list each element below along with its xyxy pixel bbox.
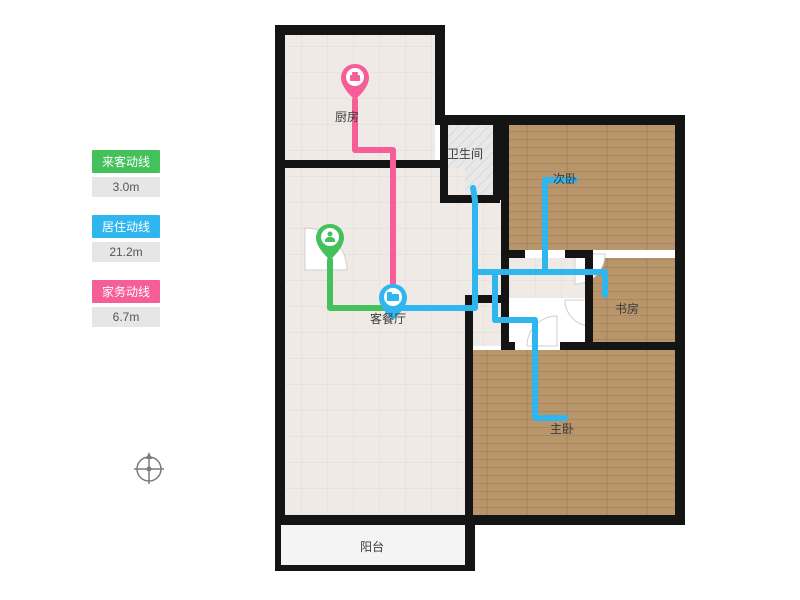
- room-label-bathroom: 卫生间: [447, 145, 483, 162]
- legend-label-guest: 来客动线: [92, 150, 160, 173]
- wall: [475, 515, 685, 525]
- wall: [465, 515, 475, 565]
- wall: [440, 195, 500, 203]
- legend-item-chores: 家务动线 6.7m: [92, 280, 182, 327]
- wall: [493, 120, 501, 200]
- wall: [275, 515, 475, 525]
- wall: [275, 565, 475, 571]
- wall: [465, 295, 473, 520]
- room-kitchen: [285, 35, 435, 160]
- wall: [275, 25, 445, 35]
- room-label-living: 客餐厅: [370, 310, 406, 327]
- wall: [435, 25, 445, 120]
- room-label-bedroom2: 次卧: [553, 170, 577, 187]
- room-label-bedroom1: 主卧: [550, 420, 574, 437]
- legend-value-guest: 3.0m: [92, 177, 160, 197]
- wall: [435, 115, 685, 125]
- legend: 来客动线 3.0m 居住动线 21.2m 家务动线 6.7m: [92, 150, 182, 345]
- wall: [675, 115, 685, 525]
- compass-icon: [132, 452, 166, 486]
- canvas: 来客动线 3.0m 居住动线 21.2m 家务动线 6.7m: [0, 0, 800, 600]
- legend-value-chores: 6.7m: [92, 307, 160, 327]
- legend-value-living: 21.2m: [92, 242, 160, 262]
- room-bedroom2: [509, 125, 675, 250]
- legend-label-chores: 家务动线: [92, 280, 160, 303]
- legend-item-living: 居住动线 21.2m: [92, 215, 182, 262]
- room-label-kitchen: 厨房: [335, 108, 359, 125]
- floor-plan: 厨房卫生间次卧书房主卧 客餐厅阳台: [275, 20, 685, 580]
- room-label-study: 书房: [615, 300, 639, 317]
- wall: [285, 160, 440, 168]
- wall: [275, 520, 281, 570]
- legend-item-guest: 来客动线 3.0m: [92, 150, 182, 197]
- wall: [275, 25, 285, 525]
- legend-label-living: 居住动线: [92, 215, 160, 238]
- wall: [585, 250, 593, 350]
- room-living: [285, 168, 465, 515]
- room-label-balcony: 阳台: [360, 538, 384, 555]
